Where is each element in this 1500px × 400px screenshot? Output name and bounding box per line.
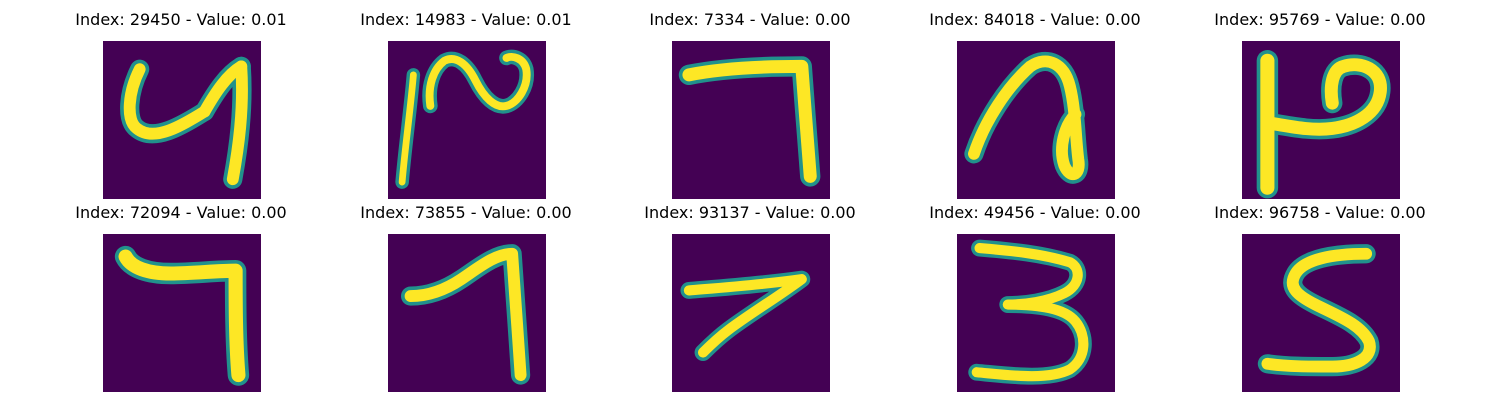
panel-4: Index: 84018 - Value: 0.00 [905, 8, 1165, 199]
panel-2: Index: 14983 - Value: 0.01 [336, 8, 596, 199]
panel-title: Index: 73855 - Value: 0.00 [360, 203, 572, 222]
panel-5: Index: 95769 - Value: 0.00 [1190, 8, 1450, 199]
panel-7: Index: 73855 - Value: 0.00 [336, 201, 596, 392]
panel-title: Index: 93137 - Value: 0.00 [644, 203, 856, 222]
digit-image [1242, 234, 1400, 392]
panel-title: Index: 96758 - Value: 0.00 [1214, 203, 1426, 222]
panel-3: Index: 7334 - Value: 0.00 [620, 8, 880, 199]
digit-image [957, 234, 1115, 392]
panel-title: Index: 95769 - Value: 0.00 [1214, 10, 1426, 29]
digit-image [1242, 41, 1400, 199]
digit-image [672, 41, 830, 199]
panel-10: Index: 96758 - Value: 0.00 [1190, 201, 1450, 392]
digit-image [388, 234, 546, 392]
panel-6: Index: 72094 - Value: 0.00 [51, 201, 311, 392]
panel-1: Index: 29450 - Value: 0.01 [51, 8, 311, 199]
panel-title: Index: 7334 - Value: 0.00 [649, 10, 851, 29]
digit-image [672, 234, 830, 392]
panel-title: Index: 29450 - Value: 0.01 [75, 10, 287, 29]
panel-title: Index: 49456 - Value: 0.00 [929, 203, 1141, 222]
panel-title: Index: 72094 - Value: 0.00 [75, 203, 287, 222]
panel-8: Index: 93137 - Value: 0.00 [620, 201, 880, 392]
panel-title: Index: 14983 - Value: 0.01 [360, 10, 572, 29]
digit-image [103, 234, 261, 392]
panel-title: Index: 84018 - Value: 0.00 [929, 10, 1141, 29]
digit-image [103, 41, 261, 199]
digit-image [957, 41, 1115, 199]
panel-9: Index: 49456 - Value: 0.00 [905, 201, 1165, 392]
digit-image [388, 41, 546, 199]
